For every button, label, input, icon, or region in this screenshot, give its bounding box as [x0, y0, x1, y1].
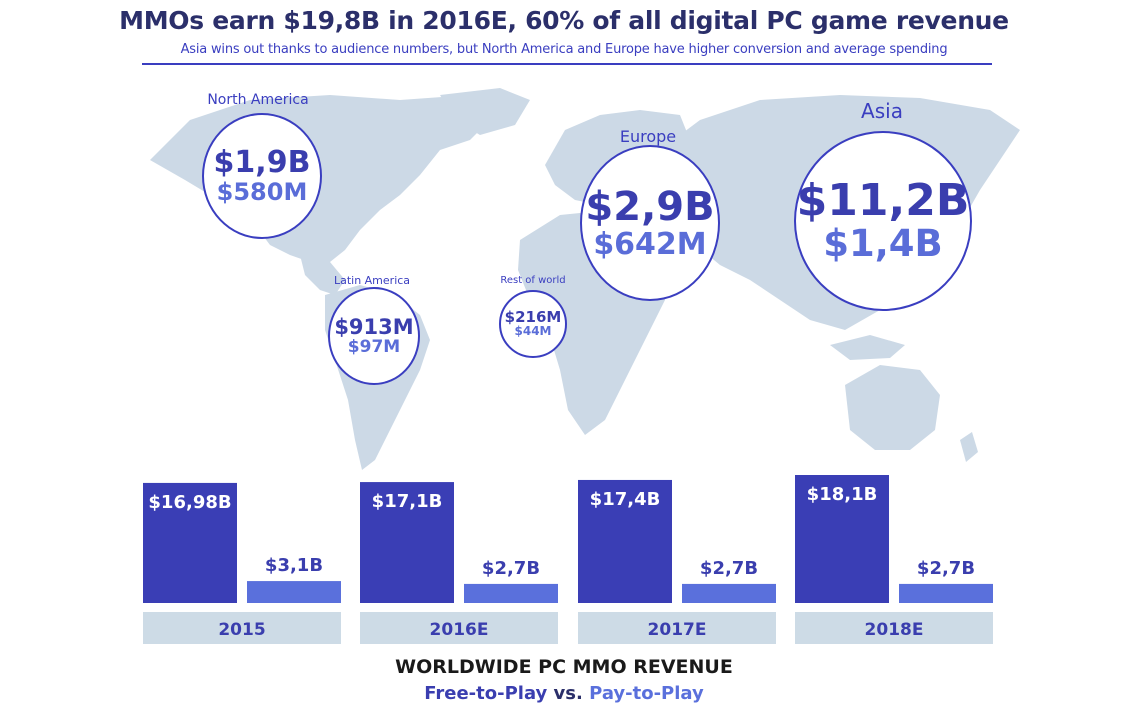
bar-value-label: $17,1B — [372, 491, 443, 512]
bar-p2p — [682, 583, 776, 603]
region-p2p-value: $1,4B — [823, 221, 943, 265]
bar-p2p — [899, 583, 993, 603]
page-subtitle: Asia wins out thanks to audience numbers… — [180, 42, 948, 57]
map-new-zealand — [960, 432, 978, 462]
map-indonesia — [830, 335, 905, 360]
x-tick-label: 2015 — [218, 620, 265, 640]
region-label-asia: Asia — [861, 99, 903, 123]
year-band — [795, 612, 993, 644]
legend-p2p: Pay-to-Play — [589, 683, 704, 704]
page-title: MMOs earn $19,8B in 2016E, 60% of all di… — [119, 6, 1009, 35]
region-f2p-value: $216M — [504, 307, 562, 326]
year-band — [360, 612, 558, 644]
year-band — [578, 612, 776, 644]
region-p2p-value: $44M — [514, 324, 552, 339]
bar-value-label: $16,98B — [148, 492, 231, 513]
title-divider — [142, 63, 992, 65]
bar-value-label: $2,7B — [482, 558, 540, 579]
bar-f2p — [360, 482, 454, 603]
chart-title: WORLDWIDE PC MMO REVENUE — [395, 656, 733, 678]
x-tick-label: 2017E — [648, 620, 707, 640]
bar-value-label: $3,1B — [265, 555, 323, 576]
bar-p2p — [247, 581, 341, 603]
chart-legend: Free-to-Play vs. Pay-to-Play — [0, 683, 1128, 704]
legend-f2p: Free-to-Play — [424, 683, 548, 704]
map-greenland — [440, 88, 530, 135]
bar-value-label: $2,7B — [917, 558, 975, 579]
region-f2p-value: $2,9B — [585, 183, 715, 230]
x-tick-label: 2016E — [430, 620, 489, 640]
bar-value-label: $2,7B — [700, 558, 758, 579]
map-australia — [845, 365, 940, 450]
region-bubble-asia: $11,2B $1,4B — [794, 131, 972, 311]
region-label-north-america: North America — [207, 92, 309, 108]
year-band — [143, 612, 341, 644]
region-p2p-value: $580M — [216, 177, 308, 206]
x-tick-label: 2018E — [865, 620, 924, 640]
region-label-rest-of-world: Rest of world — [500, 275, 566, 286]
region-bubble-latin-america: $913M $97M — [328, 287, 420, 385]
region-bubble-north-america: $1,9B $580M — [202, 113, 322, 239]
bar-p2p — [464, 583, 558, 603]
legend-vs: vs. — [547, 683, 590, 704]
region-f2p-value: $913M — [334, 314, 414, 339]
bar-f2p — [143, 482, 237, 603]
region-f2p-value: $1,9B — [213, 145, 311, 181]
region-p2p-value: $97M — [347, 336, 401, 357]
region-label-latin-america: Latin America — [333, 274, 411, 287]
map-central-america — [300, 255, 345, 295]
region-bubble-europe: $2,9B $642M — [580, 145, 720, 301]
region-p2p-value: $642M — [593, 226, 707, 262]
region-bubble-rest-of-world: $216M $44M — [499, 290, 567, 358]
region-label-europe: Europe — [619, 127, 677, 146]
region-f2p-value: $11,2B — [796, 174, 970, 226]
bar-f2p — [578, 479, 672, 603]
bar-value-label: $17,4B — [590, 489, 661, 510]
bar-value-label: $18,1B — [807, 484, 878, 505]
bar-f2p — [795, 475, 889, 603]
